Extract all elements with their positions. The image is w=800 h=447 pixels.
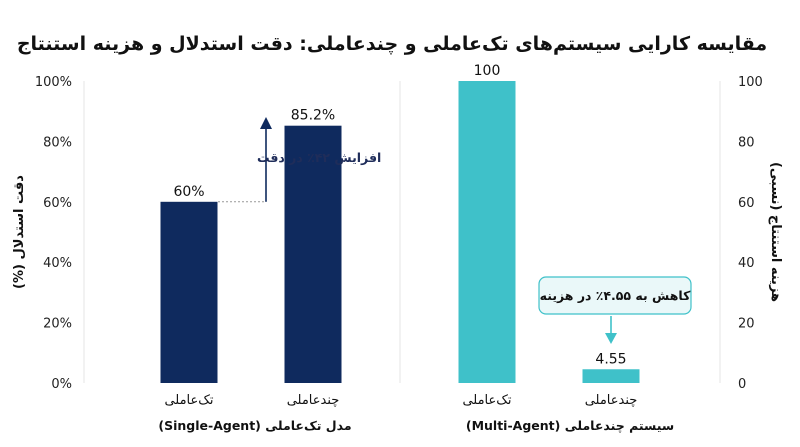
accuracy-data-label: 60%	[173, 184, 204, 200]
right-y-tick-label: 40	[738, 256, 755, 271]
cost-bar	[582, 369, 640, 383]
accuracy-category-label: چندعاملی	[287, 393, 340, 408]
accuracy-bar	[160, 201, 218, 383]
up-arrow-icon	[260, 117, 272, 129]
accuracy-category-label: تک‌عاملی	[164, 393, 213, 408]
right-y-tick-label: 0	[738, 377, 746, 392]
chart-title: مقایسه کارایی سیستم‌های تک‌عاملی و چندعا…	[17, 33, 767, 55]
left-y-axis-title: دقت استدلال (%)	[12, 175, 27, 289]
left-y-tick-label: 0%	[51, 377, 72, 392]
right-y-tick-label: 20	[738, 317, 755, 332]
cost-data-label: 100	[474, 63, 501, 79]
left-y-tick-label: 20%	[43, 317, 72, 332]
accuracy-data-label: 85.2%	[291, 108, 335, 124]
left-y-tick-label: 40%	[43, 256, 72, 271]
right-y-tick-label: 100	[738, 75, 763, 90]
right-y-tick-label: 60	[738, 196, 755, 211]
cost-bar	[458, 81, 516, 383]
accuracy-bar	[284, 125, 342, 384]
accuracy-annotation: افزایش ۴۲٪ در دقت	[257, 150, 381, 165]
cost-category-label: چندعاملی	[585, 393, 638, 408]
cost-data-label: 4.55	[595, 351, 626, 367]
left-y-tick-label: 60%	[43, 196, 72, 211]
multi-agent-group-label: سیستم چندعاملی (Multi-Agent)	[466, 418, 674, 433]
right-y-axis-title: هزینه استنتاج (نسبی)	[768, 162, 783, 302]
cost-annotation-box	[538, 276, 692, 315]
cost-annotation: کاهش به ۴.۵۵٪ در هزینه	[540, 288, 691, 303]
right-y-tick-label: 80	[738, 135, 755, 150]
down-arrow-icon	[605, 333, 617, 344]
left-y-tick-label: 100%	[35, 75, 72, 90]
single-agent-group-label: مدل تک‌عاملی (Single-Agent)	[158, 418, 351, 433]
left-y-tick-label: 80%	[43, 135, 72, 150]
plot-area: 0% 20% 40% 60% 80% 100% 0 20 40 60 80 100 دقت استدلا…	[12, 63, 783, 433]
cost-category-label: تک‌عاملی	[462, 393, 511, 408]
